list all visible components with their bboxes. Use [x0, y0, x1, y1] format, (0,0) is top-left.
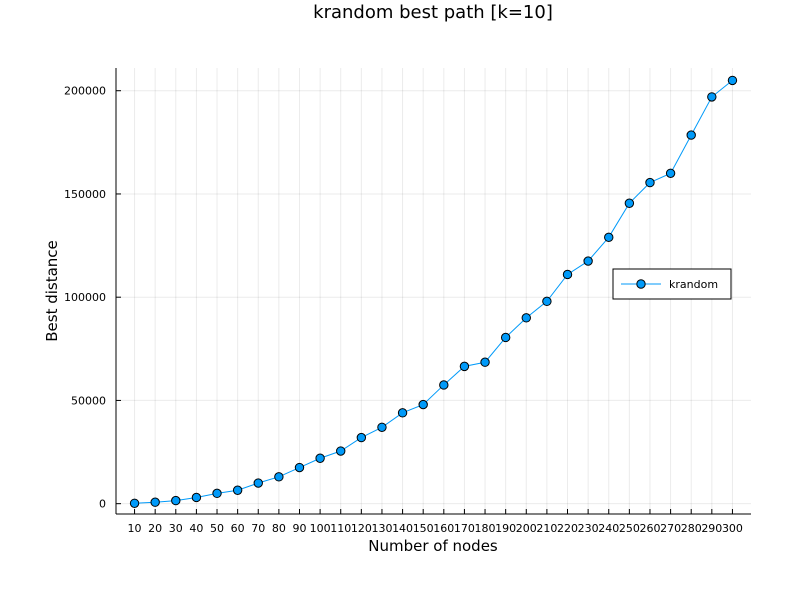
data-point	[418, 399, 428, 410]
data-point	[480, 357, 490, 367]
data-point	[129, 498, 140, 508]
x-tick-label: 190	[495, 522, 516, 535]
data-point	[604, 232, 614, 243]
x-tick-label: 210	[536, 522, 557, 535]
x-tick-label: 280	[681, 522, 702, 535]
data-point	[171, 495, 181, 506]
x-tick-label: 90	[292, 522, 306, 535]
x-tick-label: 250	[619, 522, 640, 535]
x-tick-label: 200	[516, 522, 537, 535]
data-point	[686, 130, 696, 140]
y-tick-label: 200000	[64, 85, 106, 98]
data-point	[356, 432, 367, 443]
data-point	[665, 168, 676, 179]
data-point	[150, 497, 160, 507]
x-tick-label: 270	[660, 522, 681, 535]
series-layer	[129, 75, 738, 508]
y-tick-label: 0	[99, 498, 106, 511]
y-ticks: 0 50000 100000 150000 200000	[64, 85, 121, 511]
y-tick-label: 100000	[64, 291, 106, 304]
axes	[115, 68, 751, 515]
y-tick-label: 150000	[64, 188, 106, 201]
legend-marker	[636, 279, 646, 289]
y-tick-label: 50000	[71, 394, 106, 407]
x-tick-label: 300	[722, 522, 743, 535]
x-tick-label: 290	[701, 522, 722, 535]
x-axis-title: Number of nodes	[368, 537, 498, 555]
data-point	[500, 332, 511, 343]
chart-title: krandom best path [k=10]	[313, 2, 553, 23]
data-point	[624, 198, 635, 208]
data-point	[707, 92, 717, 102]
legend-label: krandom	[669, 278, 718, 291]
data-point	[542, 296, 552, 307]
x-tick-label: 60	[231, 522, 245, 535]
x-tick-label: 110	[330, 522, 351, 535]
data-point	[583, 256, 593, 266]
data-point	[439, 380, 449, 390]
x-tick-label: 170	[454, 522, 475, 535]
data-point	[562, 269, 573, 280]
x-tick-label: 240	[598, 522, 619, 535]
x-tick-label: 140	[392, 522, 413, 535]
x-tick-label: 160	[433, 522, 454, 535]
x-tick-label: 120	[351, 522, 372, 535]
x-tick-label: 40	[189, 522, 203, 535]
data-point	[232, 485, 243, 495]
legend: krandom	[612, 268, 732, 300]
x-tick-label: 100	[310, 522, 331, 535]
x-tick-label: 260	[639, 522, 660, 535]
data-point	[315, 453, 325, 463]
data-point	[397, 408, 408, 418]
data-point	[459, 361, 470, 372]
x-tick-label: 50	[210, 522, 224, 535]
data-point	[377, 422, 387, 432]
x-tick-label: 180	[475, 522, 496, 535]
x-tick-label: 150	[413, 522, 434, 535]
x-tick-label: 220	[557, 522, 578, 535]
data-point	[294, 462, 305, 473]
x-ticks: 10 20 30 40 50 60 70 80 90 100 110 120 130 140 150 160 1…	[128, 509, 743, 535]
data-point	[727, 75, 738, 86]
data-point	[336, 446, 346, 456]
x-tick-label: 20	[148, 522, 162, 535]
data-point	[253, 478, 263, 488]
data-point	[191, 492, 202, 503]
x-tick-label: 30	[169, 522, 183, 535]
y-axis-title: Best distance	[43, 240, 61, 342]
data-point	[645, 177, 655, 188]
x-tick-label: 80	[272, 522, 286, 535]
x-tick-label: 70	[251, 522, 265, 535]
data-point	[274, 472, 284, 482]
x-tick-label: 130	[371, 522, 392, 535]
x-tick-label: 10	[128, 522, 142, 535]
data-point	[212, 488, 222, 499]
data-point	[521, 313, 531, 323]
x-tick-label: 230	[578, 522, 599, 535]
